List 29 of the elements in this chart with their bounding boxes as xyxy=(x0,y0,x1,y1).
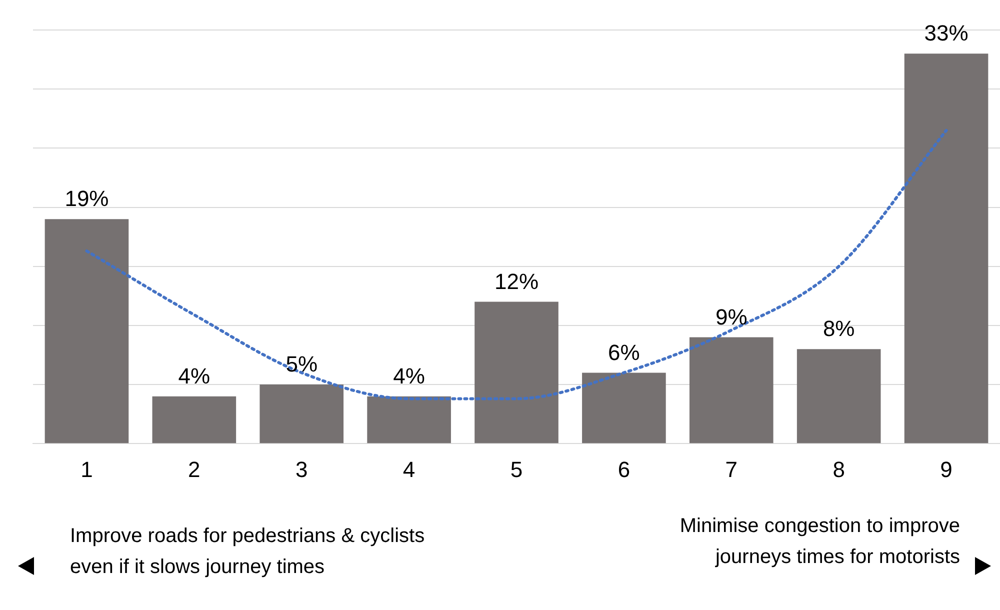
data-label: 5% xyxy=(286,352,318,377)
bar xyxy=(260,384,344,444)
bar xyxy=(367,396,451,444)
bar xyxy=(474,302,558,444)
data-label: 19% xyxy=(64,186,109,212)
text: Minimise congestion to improve journeys times for motorists xyxy=(678,514,960,570)
data-label: 8% xyxy=(822,316,855,342)
data-label: 4% xyxy=(393,363,425,388)
bar xyxy=(44,219,129,444)
bar xyxy=(582,372,666,444)
x-tick-label: 4 xyxy=(402,456,416,482)
data-label: 4% xyxy=(178,363,210,388)
x-tick-label: 7 xyxy=(725,456,738,482)
x-tick-label: 3 xyxy=(295,456,308,482)
x-tick-label: 2 xyxy=(188,456,200,482)
x-tick-label: 5 xyxy=(510,456,523,482)
x-tick-label: 9 xyxy=(940,456,952,482)
text: Improve roads for pedestrians & cyclists even if it slows journey times xyxy=(70,524,426,580)
data-label: 12% xyxy=(494,268,539,294)
data-label: 6% xyxy=(608,340,640,365)
data-label: 9% xyxy=(715,304,748,330)
bar xyxy=(689,337,774,444)
bar xyxy=(152,396,236,444)
x-tick-label: 1 xyxy=(80,456,93,482)
bar xyxy=(796,349,881,444)
x-tick-label: 8 xyxy=(832,456,845,482)
data-label: 33% xyxy=(924,20,968,46)
bar xyxy=(904,54,988,444)
x-tick-label: 6 xyxy=(618,456,630,482)
